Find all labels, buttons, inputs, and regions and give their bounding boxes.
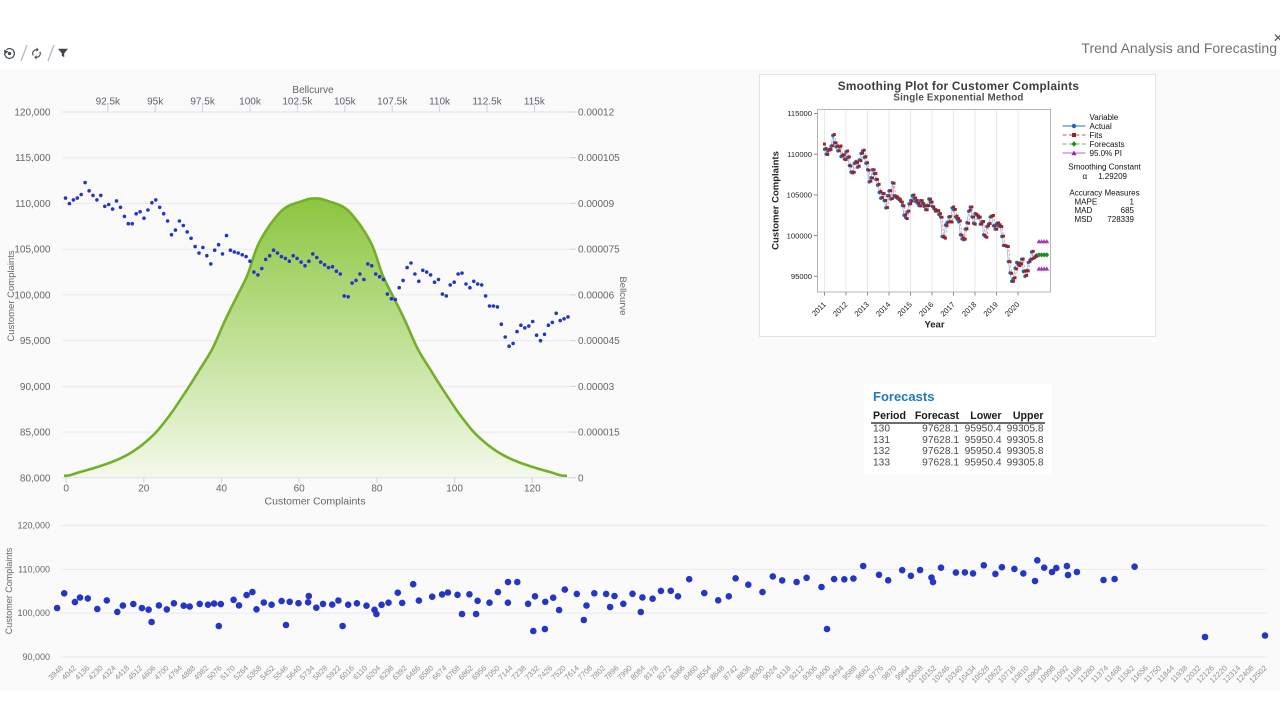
svg-text:90,000: 90,000 xyxy=(22,652,50,662)
svg-text:102.5k: 102.5k xyxy=(282,97,313,108)
svg-text:2016: 2016 xyxy=(917,300,935,318)
svg-text:Single Exponential Method: Single Exponential Method xyxy=(893,92,1023,103)
svg-text:α: α xyxy=(1082,172,1087,181)
svg-text:99305.8: 99305.8 xyxy=(1007,457,1044,468)
svg-text:Smoothing Plot for Customer Co: Smoothing Plot for Customer Complaints xyxy=(837,79,1079,93)
svg-text:MAD: MAD xyxy=(1074,206,1092,215)
svg-text:0: 0 xyxy=(578,473,584,484)
svg-text:95000: 95000 xyxy=(790,272,811,281)
svg-text:685: 685 xyxy=(1120,206,1134,215)
svg-text:105k: 105k xyxy=(334,97,357,108)
svg-text:95,000: 95,000 xyxy=(20,336,51,347)
svg-text:95950.4: 95950.4 xyxy=(965,434,1002,445)
svg-text:112.5k: 112.5k xyxy=(472,97,502,108)
svg-text:2011: 2011 xyxy=(809,300,827,318)
svg-text:99305.8: 99305.8 xyxy=(1007,423,1044,434)
svg-text:95950.4: 95950.4 xyxy=(965,457,1002,468)
svg-text:99305.8: 99305.8 xyxy=(1007,434,1044,445)
svg-text:110,000: 110,000 xyxy=(15,199,51,210)
svg-text:105000: 105000 xyxy=(786,190,811,199)
svg-text:2018: 2018 xyxy=(960,300,978,318)
svg-text:2015: 2015 xyxy=(895,300,913,318)
svg-text:97628.1: 97628.1 xyxy=(922,446,959,457)
svg-text:Year: Year xyxy=(924,319,944,330)
svg-text:2019: 2019 xyxy=(981,300,999,318)
svg-text:85,000: 85,000 xyxy=(20,428,51,439)
svg-text:Accuracy Measures: Accuracy Measures xyxy=(1069,188,1139,197)
svg-text:120,000: 120,000 xyxy=(17,521,50,531)
svg-text:80,000: 80,000 xyxy=(20,473,51,484)
svg-text:110,000: 110,000 xyxy=(18,564,50,574)
svg-text:MSD: MSD xyxy=(1074,214,1092,223)
svg-text:Customer Complaints: Customer Complaints xyxy=(265,496,366,508)
svg-text:0.000015: 0.000015 xyxy=(578,428,620,439)
svg-text:97628.1: 97628.1 xyxy=(922,434,959,445)
svg-text:Forecast: Forecast xyxy=(915,410,960,422)
svg-text:0.00009: 0.00009 xyxy=(578,199,615,210)
svg-text:100k: 100k xyxy=(239,97,262,108)
svg-text:130: 130 xyxy=(873,423,890,434)
svg-text:97.5k: 97.5k xyxy=(190,97,215,108)
svg-text:110k: 110k xyxy=(429,97,451,108)
svg-text:95950.4: 95950.4 xyxy=(965,446,1002,457)
svg-text:100000: 100000 xyxy=(786,231,811,240)
svg-text:Lower: Lower xyxy=(970,410,1001,422)
svg-text:110000: 110000 xyxy=(787,149,812,158)
svg-text:120,000: 120,000 xyxy=(14,108,51,119)
svg-text:Customer Complaints: Customer Complaints xyxy=(4,547,14,634)
svg-text:Forecasts: Forecasts xyxy=(1089,139,1124,148)
svg-text:95950.4: 95950.4 xyxy=(965,423,1002,434)
svg-text:2017: 2017 xyxy=(938,300,956,318)
svg-text:Actual: Actual xyxy=(1089,121,1111,130)
svg-text:40: 40 xyxy=(216,484,228,495)
svg-text:120: 120 xyxy=(524,484,541,495)
svg-text:0.000105: 0.000105 xyxy=(578,153,620,164)
svg-text:133: 133 xyxy=(873,457,890,468)
svg-text:Variable: Variable xyxy=(1089,112,1118,121)
svg-text:107.5k: 107.5k xyxy=(377,97,408,108)
svg-text:2012: 2012 xyxy=(831,300,849,318)
svg-text:Bellcurve: Bellcurve xyxy=(292,85,334,96)
svg-text:Bellcurve: Bellcurve xyxy=(617,276,628,315)
svg-text:1.29209: 1.29209 xyxy=(1098,172,1127,181)
svg-text:115000: 115000 xyxy=(787,109,812,118)
svg-text:105,000: 105,000 xyxy=(14,245,51,256)
svg-text:1: 1 xyxy=(1129,197,1134,206)
svg-text:MAPE: MAPE xyxy=(1074,197,1097,206)
svg-text:0.00006: 0.00006 xyxy=(578,290,615,301)
svg-text:0.000075: 0.000075 xyxy=(578,245,620,256)
svg-text:Upper: Upper xyxy=(1013,410,1044,422)
svg-text:0.00012: 0.00012 xyxy=(578,108,615,119)
svg-text:Smoothing Constant: Smoothing Constant xyxy=(1068,162,1141,171)
svg-text:90,000: 90,000 xyxy=(20,382,51,393)
svg-text:100,000: 100,000 xyxy=(17,608,50,618)
svg-text:100,000: 100,000 xyxy=(14,290,51,301)
svg-text:80: 80 xyxy=(371,484,383,495)
svg-text:95.0% PI: 95.0% PI xyxy=(1089,148,1121,157)
svg-text:20: 20 xyxy=(138,484,150,495)
svg-text:97628.1: 97628.1 xyxy=(922,457,959,468)
svg-text:Customer Complaints: Customer Complaints xyxy=(770,151,781,250)
svg-text:728339: 728339 xyxy=(1107,214,1134,223)
svg-text:Customer Complaints: Customer Complaints xyxy=(6,250,17,342)
svg-text:0.000045: 0.000045 xyxy=(578,336,620,347)
svg-text:2014: 2014 xyxy=(874,300,892,318)
svg-text:60: 60 xyxy=(294,484,306,495)
svg-text:131: 131 xyxy=(873,434,890,445)
svg-text:132: 132 xyxy=(873,446,890,457)
svg-text:Forecasts: Forecasts xyxy=(873,389,934,404)
svg-text:97628.1: 97628.1 xyxy=(922,423,959,434)
svg-text:0: 0 xyxy=(63,484,69,495)
svg-text:0.00003: 0.00003 xyxy=(578,382,615,393)
svg-text:99305.8: 99305.8 xyxy=(1007,446,1044,457)
svg-text:2020: 2020 xyxy=(1003,300,1021,318)
svg-text:115,000: 115,000 xyxy=(15,153,51,164)
svg-text:92.5k: 92.5k xyxy=(96,97,121,108)
svg-text:Period: Period xyxy=(873,410,906,422)
svg-text:95k: 95k xyxy=(147,97,164,108)
svg-text:Fits: Fits xyxy=(1089,130,1102,139)
svg-text:115k: 115k xyxy=(524,97,546,108)
svg-text:100: 100 xyxy=(446,484,463,495)
svg-text:2013: 2013 xyxy=(852,300,870,318)
